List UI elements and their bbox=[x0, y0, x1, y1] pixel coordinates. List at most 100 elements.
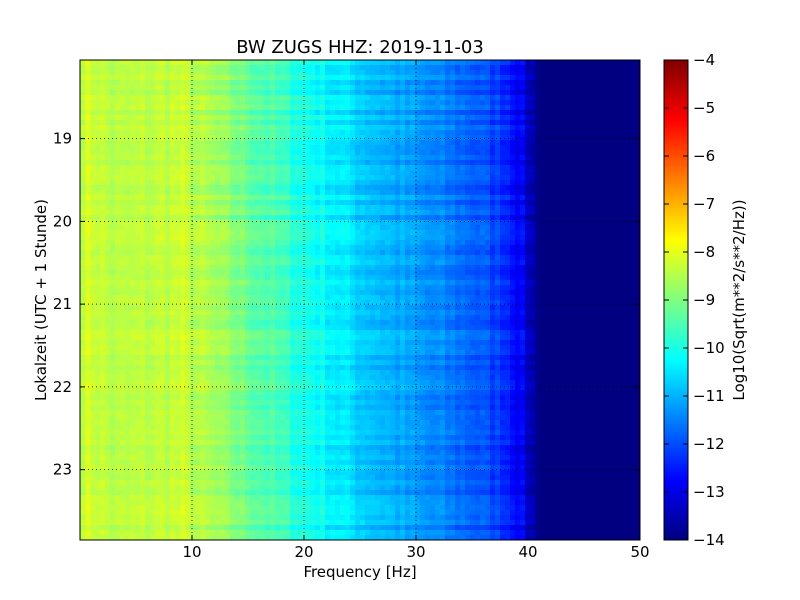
heatmap-cell bbox=[150, 90, 156, 96]
heatmap-cell bbox=[600, 105, 606, 111]
heatmap-cell bbox=[335, 260, 341, 266]
heatmap-cell bbox=[500, 85, 506, 91]
heatmap-cell bbox=[150, 105, 156, 111]
heatmap-cell bbox=[395, 130, 401, 136]
heatmap-cell bbox=[555, 225, 561, 231]
heatmap-cell bbox=[445, 100, 451, 106]
heatmap-cell bbox=[545, 260, 551, 266]
heatmap-cell bbox=[525, 80, 531, 86]
heatmap-cell bbox=[360, 220, 366, 226]
heatmap-cell bbox=[565, 265, 571, 271]
heatmap-cell bbox=[425, 240, 431, 246]
heatmap-cell bbox=[615, 75, 621, 81]
heatmap-cell bbox=[100, 275, 106, 281]
heatmap-cell bbox=[325, 270, 331, 276]
heatmap-cell bbox=[95, 210, 101, 216]
heatmap-cell bbox=[250, 130, 256, 136]
heatmap-cell bbox=[80, 90, 86, 96]
heatmap-cell bbox=[275, 155, 281, 161]
heatmap-cell bbox=[355, 85, 361, 91]
heatmap-cell bbox=[90, 175, 96, 181]
heatmap-cell bbox=[120, 215, 126, 221]
heatmap-cell bbox=[575, 130, 581, 136]
heatmap-cell bbox=[230, 220, 236, 226]
heatmap-cell bbox=[610, 95, 616, 101]
heatmap-cell bbox=[410, 175, 416, 181]
heatmap-cell bbox=[275, 65, 281, 71]
heatmap-cell bbox=[440, 205, 446, 211]
heatmap-cell bbox=[450, 125, 456, 131]
heatmap-cell bbox=[265, 260, 271, 266]
heatmap-cell bbox=[215, 210, 221, 216]
heatmap-cell bbox=[325, 175, 331, 181]
heatmap-cell bbox=[560, 220, 566, 226]
heatmap-cell bbox=[135, 80, 141, 86]
heatmap-cell bbox=[280, 175, 286, 181]
heatmap-cell bbox=[80, 215, 86, 221]
heatmap-cell bbox=[85, 155, 91, 161]
heatmap-cell bbox=[430, 95, 436, 101]
heatmap-cell bbox=[345, 260, 351, 266]
heatmap-cell bbox=[495, 120, 501, 126]
heatmap-cell bbox=[95, 195, 101, 201]
heatmap-cell bbox=[85, 85, 91, 91]
heatmap-cell bbox=[510, 265, 516, 271]
heatmap-cell bbox=[185, 155, 191, 161]
heatmap-cell bbox=[620, 70, 626, 76]
heatmap-cell bbox=[225, 220, 231, 226]
heatmap-cell bbox=[510, 145, 516, 151]
heatmap-cell bbox=[395, 170, 401, 176]
heatmap-cell bbox=[275, 100, 281, 106]
heatmap-cell bbox=[445, 70, 451, 76]
heatmap-cell bbox=[95, 270, 101, 276]
heatmap-cell bbox=[295, 110, 301, 116]
heatmap-cell bbox=[485, 255, 491, 261]
heatmap-cell bbox=[405, 215, 411, 221]
heatmap-cell bbox=[585, 105, 591, 111]
heatmap-cell bbox=[200, 115, 206, 121]
heatmap-cell bbox=[435, 250, 441, 256]
heatmap-cell bbox=[505, 150, 511, 156]
heatmap-cell bbox=[135, 105, 141, 111]
heatmap-cell bbox=[145, 85, 151, 91]
heatmap-cell bbox=[120, 110, 126, 116]
heatmap-cell bbox=[580, 235, 586, 241]
heatmap-cell bbox=[185, 275, 191, 281]
heatmap-cell bbox=[565, 110, 571, 116]
heatmap-cell bbox=[155, 105, 161, 111]
heatmap-cell bbox=[485, 100, 491, 106]
heatmap-cell bbox=[180, 205, 186, 211]
heatmap-cell bbox=[160, 60, 166, 66]
heatmap-cell bbox=[270, 175, 276, 181]
heatmap-cell bbox=[80, 265, 86, 271]
heatmap-cell bbox=[320, 190, 326, 196]
heatmap-cell bbox=[105, 195, 111, 201]
heatmap-cell bbox=[545, 165, 551, 171]
heatmap-cell bbox=[250, 90, 256, 96]
heatmap-cell bbox=[410, 135, 416, 141]
heatmap-cell bbox=[170, 200, 176, 206]
heatmap-cell bbox=[275, 235, 281, 241]
heatmap-cell bbox=[295, 195, 301, 201]
heatmap-cell bbox=[520, 90, 526, 96]
heatmap-cell bbox=[200, 280, 206, 286]
heatmap-cell bbox=[170, 125, 176, 131]
heatmap-cell bbox=[565, 135, 571, 141]
heatmap-cell bbox=[375, 150, 381, 156]
heatmap-cell bbox=[470, 155, 476, 161]
heatmap-cell bbox=[105, 280, 111, 286]
heatmap-cell bbox=[455, 130, 461, 136]
heatmap-cell bbox=[325, 200, 331, 206]
heatmap-cell bbox=[270, 80, 276, 86]
heatmap-cell bbox=[500, 170, 506, 176]
heatmap-cell bbox=[620, 165, 626, 171]
heatmap-cell bbox=[90, 210, 96, 216]
heatmap-cell bbox=[335, 160, 341, 166]
heatmap-cell bbox=[385, 135, 391, 141]
heatmap-cell bbox=[95, 220, 101, 226]
heatmap-cell bbox=[225, 75, 231, 81]
heatmap-cell bbox=[180, 165, 186, 171]
heatmap-cell bbox=[210, 180, 216, 186]
heatmap-cell bbox=[405, 165, 411, 171]
heatmap-cell bbox=[295, 130, 301, 136]
